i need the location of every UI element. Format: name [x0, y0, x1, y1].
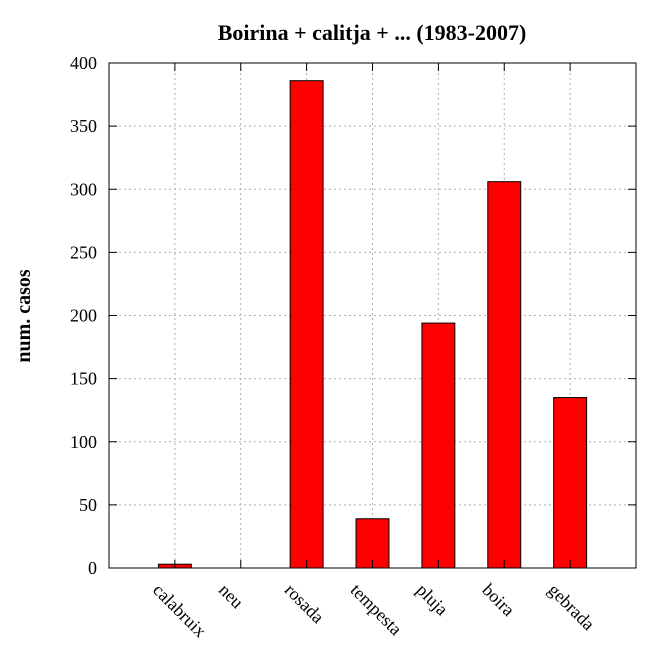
x-tick-label: pluja — [412, 580, 452, 620]
y-tick-label: 300 — [70, 179, 97, 199]
x-tick-label: boira — [478, 580, 518, 620]
y-tick-label: 50 — [79, 495, 97, 515]
bars — [157, 80, 588, 569]
y-tick-labels: 0 50 100 150 200 250 300 350 400 — [70, 53, 97, 578]
y-axis-label: num. casos — [13, 269, 35, 363]
y-tick-label: 350 — [70, 116, 97, 136]
x-tick-label: neu — [215, 580, 248, 613]
x-tick-label: rosada — [281, 580, 328, 627]
bar-pluja — [421, 322, 456, 569]
y-tick-label: 0 — [88, 558, 97, 578]
x-tick-label: gebrada — [544, 580, 598, 634]
y-tick-label: 200 — [70, 306, 97, 326]
bar-rosada — [289, 80, 324, 569]
chart-title: Boirina + calitja + ... (1983-2007) — [218, 20, 527, 45]
bar-boira — [487, 181, 522, 569]
x-tick-label: tempesta — [347, 580, 406, 639]
axis-ticks — [109, 62, 636, 569]
x-tick-labels: calabruix neu rosada tempesta pluja boira gebr… — [149, 580, 599, 641]
y-tick-label: 400 — [70, 53, 97, 73]
bar-gebrada — [553, 397, 588, 569]
y-tick-label: 100 — [70, 432, 97, 452]
y-tick-label: 250 — [70, 242, 97, 262]
x-tick-label: calabruix — [149, 580, 210, 641]
y-tick-label: 150 — [70, 369, 97, 389]
